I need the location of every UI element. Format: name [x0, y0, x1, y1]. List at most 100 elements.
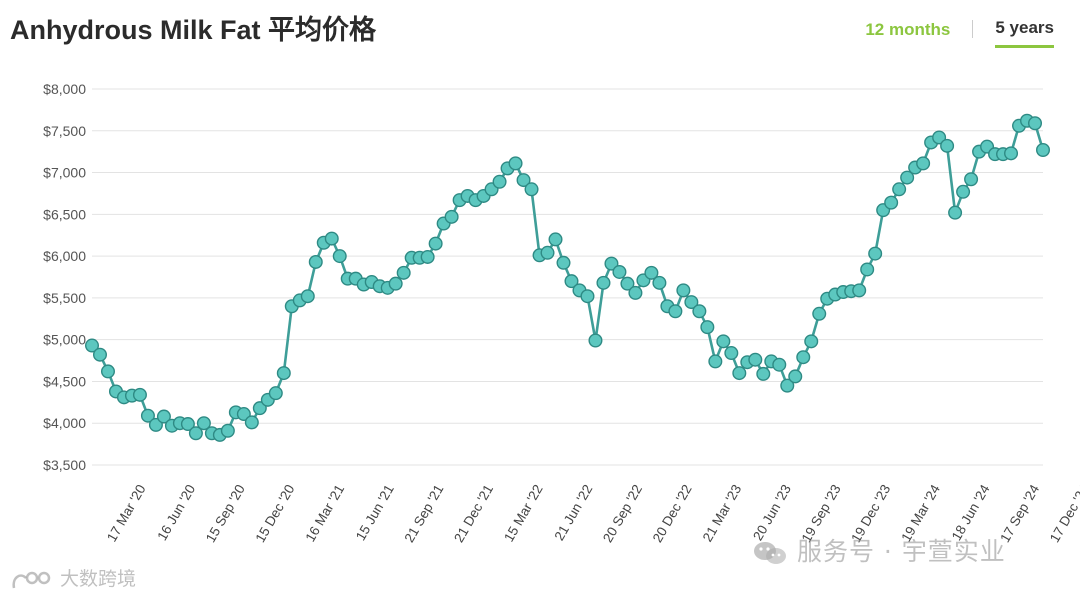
data-point[interactable]	[596, 275, 611, 290]
data-point[interactable]	[444, 209, 459, 224]
x-tick-label: 20 Sep '22	[600, 482, 645, 545]
data-point[interactable]	[852, 283, 867, 298]
data-point[interactable]	[956, 184, 971, 199]
data-point[interactable]	[492, 174, 507, 189]
data-point[interactable]	[508, 156, 523, 171]
price-series-points	[84, 113, 1050, 442]
data-point[interactable]	[332, 249, 347, 264]
data-point[interactable]	[548, 232, 563, 247]
data-point[interactable]	[796, 350, 811, 365]
data-point[interactable]	[964, 172, 979, 187]
watermark-left-text: 大数跨境	[60, 568, 137, 590]
data-point[interactable]	[244, 415, 259, 430]
data-point[interactable]	[716, 334, 731, 349]
x-tick-label: 21 Sep '21	[401, 482, 446, 545]
data-point[interactable]	[652, 275, 667, 290]
data-point[interactable]	[180, 417, 195, 432]
data-point[interactable]	[84, 338, 99, 353]
data-point[interactable]	[580, 289, 595, 304]
data-point[interactable]	[884, 195, 899, 210]
data-point[interactable]	[900, 170, 915, 185]
data-point[interactable]	[708, 354, 723, 369]
data-point[interactable]	[524, 182, 539, 197]
data-point[interactable]	[860, 262, 875, 277]
x-tick-label: 21 Jun '22	[552, 482, 596, 543]
y-tick-label: $5,000	[43, 332, 86, 348]
data-point[interactable]	[220, 423, 235, 438]
x-tick-label: 15 Sep '20	[203, 482, 248, 545]
data-point[interactable]	[588, 333, 603, 348]
data-point[interactable]	[700, 320, 715, 335]
data-point[interactable]	[692, 304, 707, 319]
data-point[interactable]	[196, 416, 211, 431]
data-point[interactable]	[684, 295, 699, 310]
data-point[interactable]	[100, 364, 115, 379]
data-point[interactable]	[932, 130, 947, 145]
data-point[interactable]	[916, 156, 931, 171]
tab-5-years[interactable]: 5 years	[995, 18, 1054, 48]
data-point[interactable]	[156, 409, 171, 424]
data-point[interactable]	[428, 236, 443, 251]
y-tick-label: $3,500	[43, 457, 86, 473]
data-point[interactable]	[612, 264, 627, 279]
data-point[interactable]	[788, 369, 803, 384]
data-point[interactable]	[748, 352, 763, 367]
data-point[interactable]	[948, 205, 963, 220]
data-point[interactable]	[132, 387, 147, 402]
x-tick-label: 15 Jun '21	[353, 482, 397, 543]
data-point[interactable]	[620, 276, 635, 291]
data-point[interactable]	[276, 366, 291, 381]
data-point[interactable]	[140, 408, 155, 423]
data-point[interactable]	[604, 256, 619, 271]
data-point[interactable]	[324, 231, 339, 246]
x-tick-label: 15 Dec '20	[252, 482, 297, 545]
data-point[interactable]	[396, 265, 411, 280]
data-point[interactable]	[756, 366, 771, 381]
data-point[interactable]	[1035, 142, 1050, 157]
data-point[interactable]	[892, 182, 907, 197]
data-point[interactable]	[732, 366, 747, 381]
data-point[interactable]	[556, 255, 571, 270]
data-point[interactable]	[780, 378, 795, 393]
tab-divider	[972, 20, 974, 38]
range-selector: 12 months 5 years	[865, 18, 1054, 48]
data-point[interactable]	[516, 173, 531, 188]
watermark-right: 服务号 · 宇萱实业	[752, 532, 1006, 568]
data-point[interactable]	[188, 426, 203, 441]
x-tick-label: 17 Mar '20	[104, 482, 149, 544]
x-tick-label: 21 Mar '23	[700, 482, 745, 544]
data-point[interactable]	[628, 285, 643, 300]
data-point[interactable]	[1028, 116, 1043, 131]
data-point[interactable]	[148, 417, 163, 432]
data-point[interactable]	[252, 401, 267, 416]
data-point[interactable]	[388, 276, 403, 291]
data-point[interactable]	[236, 407, 251, 422]
y-tick-label: $5,500	[43, 290, 86, 306]
tab-12-months[interactable]: 12 months	[865, 19, 951, 39]
watermark-right-text: 服务号 · 宇萱实业	[796, 537, 1006, 566]
data-point[interactable]	[668, 304, 683, 319]
data-point[interactable]	[644, 265, 659, 280]
data-point[interactable]	[940, 138, 955, 153]
x-tick-label: 17 Dec '24	[1047, 482, 1080, 545]
data-point[interactable]	[308, 254, 323, 269]
data-point[interactable]	[564, 274, 579, 289]
data-point[interactable]	[540, 245, 555, 260]
data-point[interactable]	[724, 346, 739, 361]
watermark-left: 大数跨境	[10, 564, 136, 592]
x-tick-label: 16 Mar '21	[303, 482, 348, 544]
data-point[interactable]	[1004, 146, 1019, 161]
data-point[interactable]	[772, 357, 787, 372]
data-point[interactable]	[92, 347, 107, 362]
chart-title: Anhydrous Milk Fat 平均价格	[10, 15, 377, 45]
y-tick-label: $6,500	[43, 206, 86, 222]
data-point[interactable]	[676, 283, 691, 298]
data-point[interactable]	[420, 249, 435, 264]
data-point[interactable]	[268, 386, 283, 401]
data-point[interactable]	[804, 334, 819, 349]
data-point[interactable]	[812, 306, 827, 321]
data-point[interactable]	[868, 246, 883, 261]
data-point[interactable]	[300, 289, 315, 304]
x-tick-label: 16 Jun '20	[154, 482, 198, 543]
